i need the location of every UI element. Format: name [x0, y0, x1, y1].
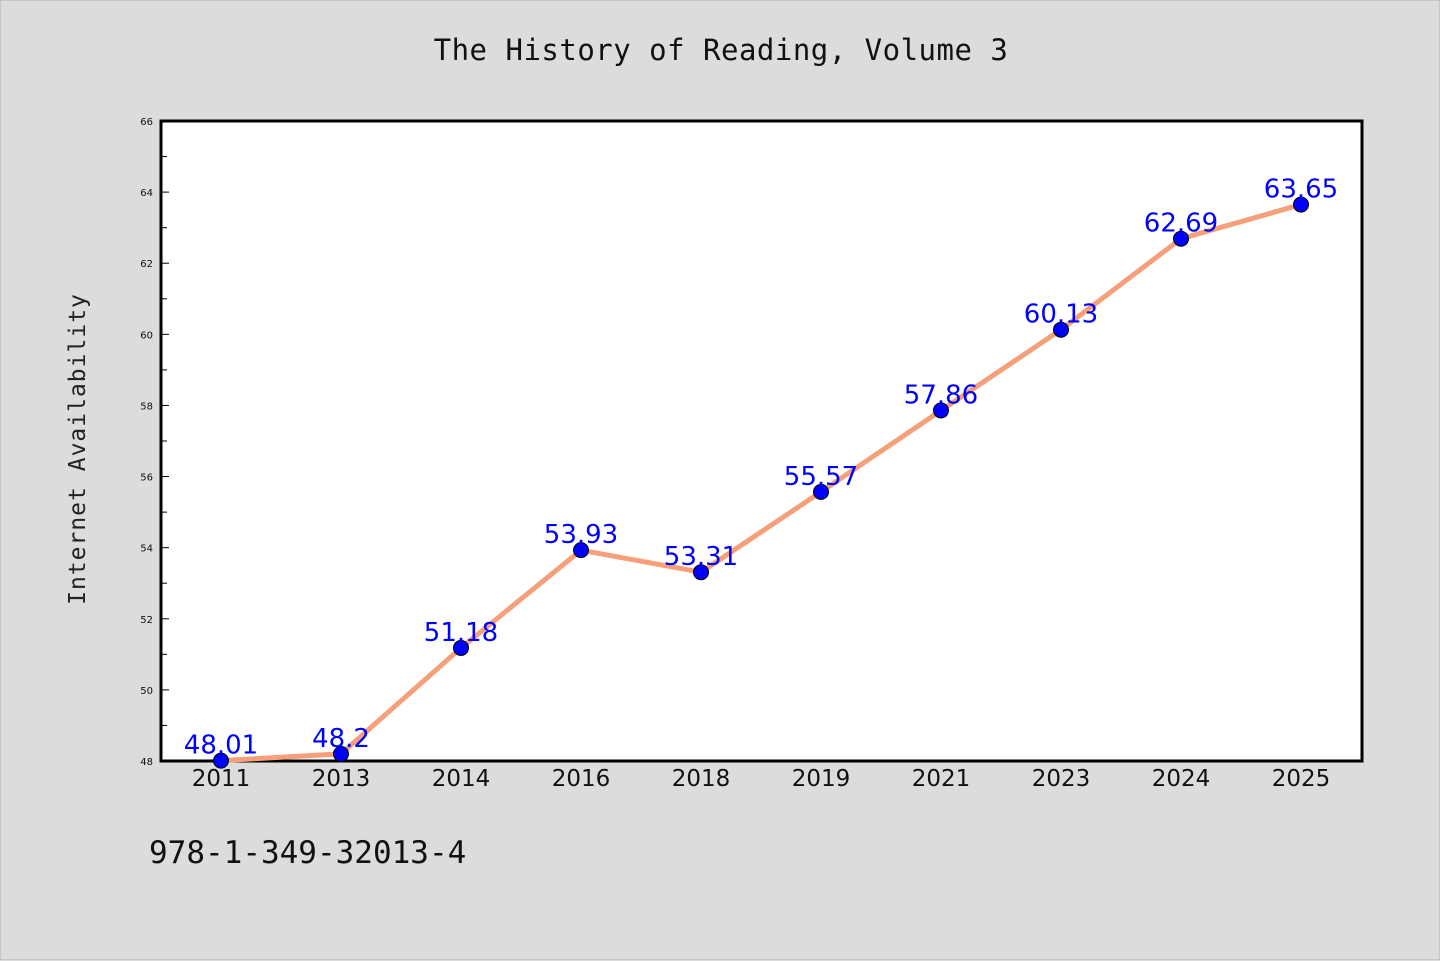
data-point — [333, 745, 349, 762]
x-tick-label: 2025 — [1272, 766, 1331, 792]
y-tick-label: 50 — [140, 686, 153, 697]
x-axis: 2011 2013 2014 2016 2018 2019 2021 2023 2024 2025 — [192, 766, 1331, 792]
data-point — [1293, 196, 1309, 213]
data-point — [933, 402, 949, 419]
data-label: 48.01 — [184, 731, 258, 761]
series-line — [218, 202, 1304, 764]
y-tick-label: 66 — [140, 117, 153, 128]
isbn-text: 978-1-349-32013-4 — [149, 835, 467, 871]
y-tick-label: 60 — [140, 330, 153, 341]
data-point — [693, 564, 709, 581]
y-tick-label: 48 — [140, 757, 153, 768]
data-labels: 48.01 48.2 51.18 53.93 53.31 55.57 57.86 60.13 6… — [184, 175, 1338, 761]
data-label: 62.69 — [1144, 209, 1218, 239]
data-label: 48.2 — [312, 724, 370, 754]
data-label: 63.65 — [1264, 175, 1338, 205]
y-tick-label: 52 — [140, 615, 153, 626]
data-label: 53.93 — [544, 520, 618, 550]
x-tick-label: 2018 — [672, 766, 731, 792]
data-point — [813, 483, 829, 500]
y-tick-label: 62 — [140, 259, 153, 270]
y-axis: 48 50 52 54 56 58 60 62 64 66 — [140, 117, 169, 768]
data-label: 51.18 — [424, 618, 498, 648]
x-tick-label: 2016 — [552, 766, 611, 792]
data-label: 53.31 — [664, 542, 738, 572]
x-tick-label: 2014 — [432, 766, 491, 792]
data-point — [1173, 230, 1189, 247]
x-tick-label: 2011 — [192, 766, 251, 792]
y-tick-label: 64 — [140, 188, 153, 199]
x-tick-label: 2021 — [912, 766, 971, 792]
x-tick-label: 2023 — [1032, 766, 1091, 792]
data-label: 60.13 — [1024, 300, 1098, 330]
data-label: 55.57 — [784, 462, 858, 492]
x-tick-label: 2024 — [1152, 766, 1211, 792]
x-tick-label: 2019 — [792, 766, 851, 792]
data-point — [213, 752, 229, 769]
y-tick-label: 56 — [140, 473, 153, 484]
data-point — [1053, 321, 1069, 338]
chart-title: The History of Reading, Volume 3 — [433, 33, 1009, 67]
plot-area — [159, 119, 1364, 763]
y-tick-label: 58 — [140, 401, 153, 412]
data-point — [453, 639, 469, 656]
y-tick-label: 54 — [140, 544, 153, 555]
data-point — [573, 542, 589, 559]
x-tick-label: 2013 — [312, 766, 371, 792]
data-markers — [213, 196, 1309, 769]
data-label: 57.86 — [904, 380, 978, 410]
